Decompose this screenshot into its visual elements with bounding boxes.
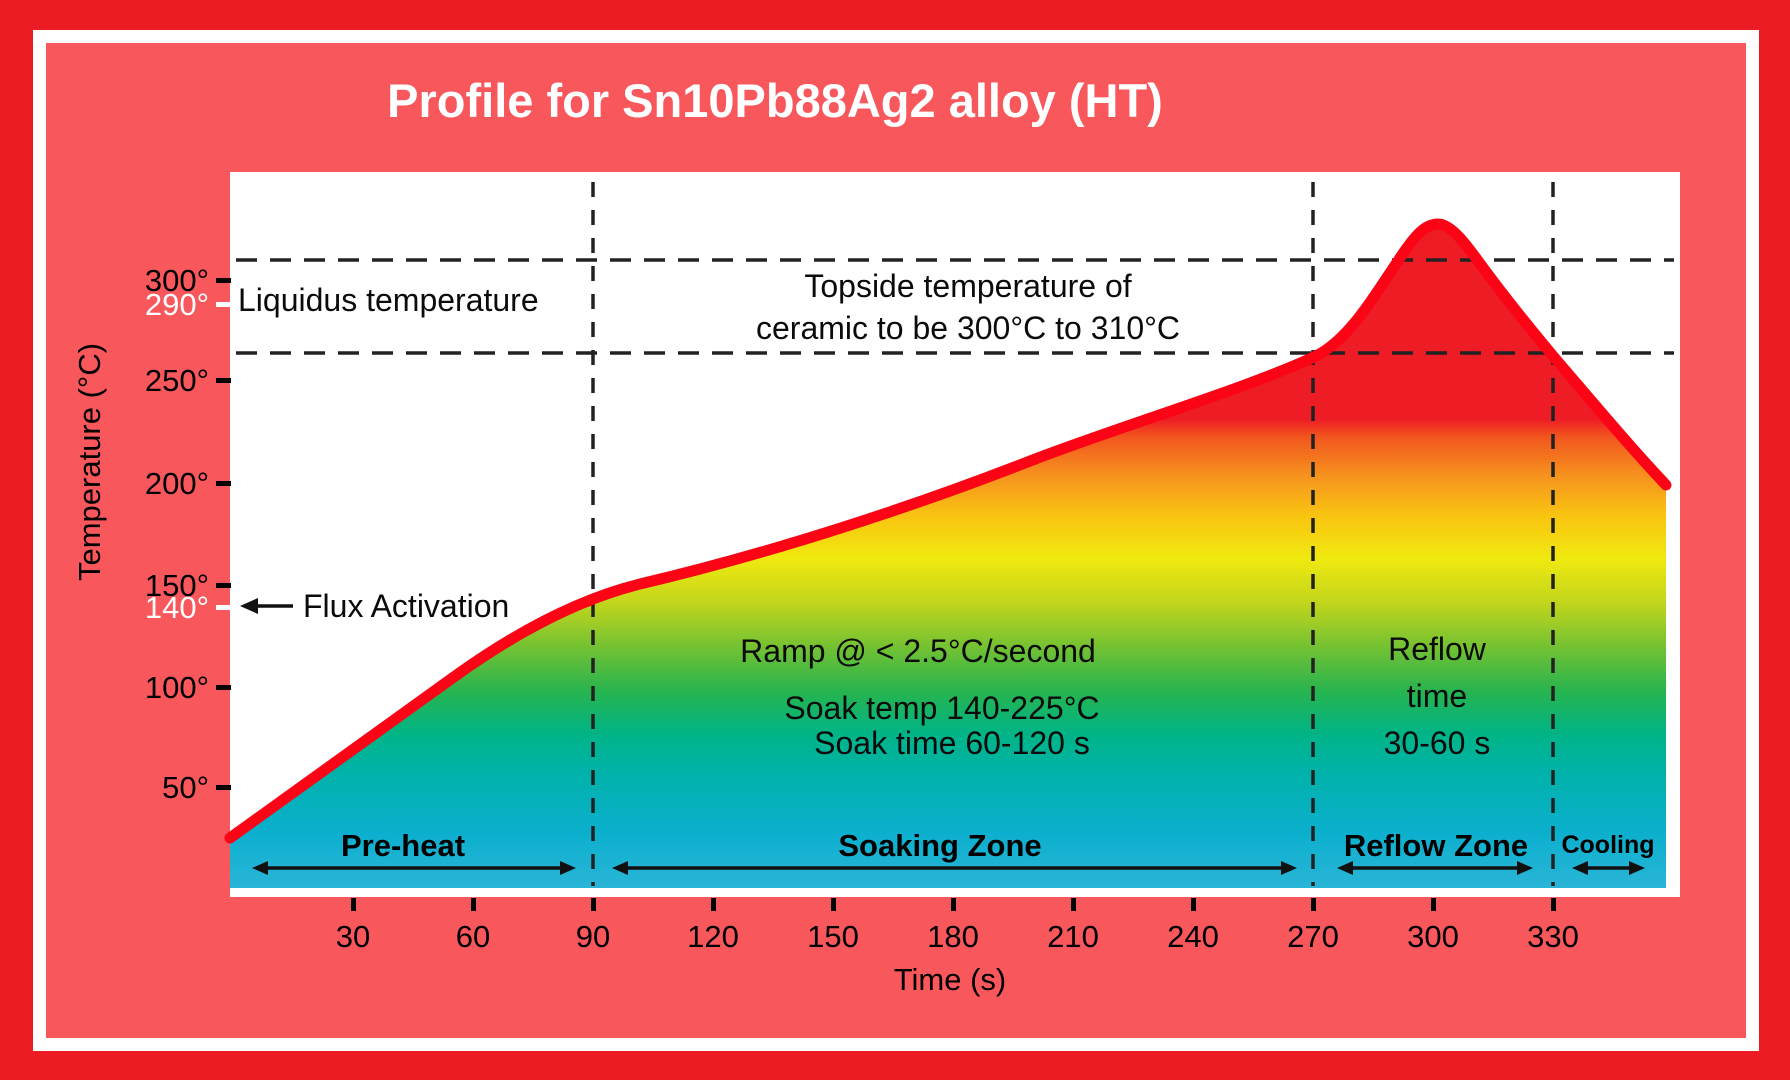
flux-activation-arrowhead-icon	[240, 598, 258, 614]
y-axis-tick-marks	[216, 278, 231, 790]
reflow-time-label-line2: time	[1407, 678, 1467, 714]
x-tick-label-330: 330	[1527, 919, 1579, 954]
chart-title: Profile for Sn10Pb88Ag2 alloy (HT)	[387, 74, 1163, 127]
x-tick-label-210: 210	[1047, 919, 1099, 954]
reflow-zone-label: Reflow Zone	[1344, 828, 1528, 863]
y-tick-mark-140	[216, 605, 231, 610]
cooling-zone-arrowhead-left-icon	[1572, 861, 1588, 875]
x-tick-mark-240	[1191, 898, 1196, 911]
liquidus-temperature-label: Liquidus temperature	[238, 282, 539, 318]
reflow-zone-arrow	[1337, 861, 1533, 875]
x-tick-mark-330	[1551, 898, 1556, 911]
y-axis-title: Temperature (°C)	[72, 343, 107, 581]
profile-curve-line	[224, 218, 1672, 844]
x-tick-mark-120	[711, 898, 716, 911]
x-axis-tick-marks	[351, 898, 1556, 911]
y-tick-mark-150	[216, 583, 231, 588]
x-tick-mark-300	[1431, 898, 1436, 911]
x-tick-label-120: 120	[687, 919, 739, 954]
reflow-time-label-line3: 30-60 s	[1384, 725, 1491, 761]
soaking-zone-arrow	[612, 861, 1297, 875]
x-tick-mark-30	[351, 898, 356, 911]
y-tick-label-140: 140°	[145, 590, 209, 625]
y-tick-mark-50	[216, 785, 231, 790]
soaking-zone-arrowhead-left-icon	[612, 861, 628, 875]
x-tick-mark-150	[831, 898, 836, 911]
x-tick-mark-180	[951, 898, 956, 911]
y-tick-label-150: 150°	[145, 568, 209, 603]
cooling-zone-label: Cooling	[1561, 831, 1654, 859]
x-tick-label-90: 90	[576, 919, 610, 954]
x-tick-label-60: 60	[456, 919, 490, 954]
y-tick-mark-200	[216, 481, 231, 486]
y-tick-label-100: 100°	[145, 670, 209, 705]
topside-temperature-label-line1: Topside temperature of	[804, 268, 1131, 304]
reflow-time-label-line1: Reflow	[1388, 631, 1487, 667]
y-tick-label-300: 300°	[145, 263, 209, 298]
x-axis-title: Time (s)	[894, 962, 1007, 997]
y-tick-mark-250	[216, 378, 231, 383]
x-tick-label-180: 180	[927, 919, 979, 954]
x-tick-label-30: 30	[336, 919, 370, 954]
flux-activation-label: Flux Activation	[303, 588, 509, 624]
x-tick-label-270: 270	[1287, 919, 1339, 954]
y-tick-mark-300	[216, 278, 231, 283]
soaking-zone-arrowhead-right-icon	[1281, 861, 1297, 875]
topside-temperature-label-line2: ceramic to be 300°C to 310°C	[756, 310, 1180, 346]
y-tick-label-200: 200°	[145, 466, 209, 501]
y-tick-label-290: 290°	[145, 287, 209, 322]
x-tick-mark-90	[591, 898, 596, 911]
y-tick-mark-100	[216, 685, 231, 690]
x-tick-mark-210	[1071, 898, 1076, 911]
profile-curve-fill	[230, 226, 1666, 888]
preheat-zone-label: Pre-heat	[341, 828, 465, 863]
y-tick-mark-290	[216, 302, 231, 307]
x-tick-mark-60	[471, 898, 476, 911]
reflow-zone-arrowhead-left-icon	[1337, 861, 1353, 875]
preheat-zone-arrowhead-left-icon	[252, 861, 268, 875]
cooling-zone-arrowhead-right-icon	[1629, 861, 1645, 875]
y-tick-label-250: 250°	[145, 363, 209, 398]
y-tick-label-50: 50°	[162, 770, 209, 805]
flux-activation-annotation: Flux Activation	[240, 588, 509, 624]
x-tick-mark-270	[1311, 898, 1316, 911]
cooling-zone-arrow	[1572, 861, 1645, 875]
y-axis-tick-labels: 300° 290° 250° 200° 150° 140° 100° 50°	[145, 263, 209, 805]
soaking-zone-label: Soaking Zone	[838, 828, 1041, 863]
soak-temp-label: Soak temp 140-225°C	[784, 690, 1099, 726]
x-axis-tick-labels: 30 60 90 120 150 180 210 240 270 300 330	[336, 919, 1579, 954]
x-tick-label-240: 240	[1167, 919, 1219, 954]
soak-time-label: Soak time 60-120 s	[814, 725, 1090, 761]
ramp-rate-label: Ramp @ < 2.5°C/second	[740, 633, 1096, 669]
preheat-zone-arrow	[252, 861, 576, 875]
x-tick-label-300: 300	[1407, 919, 1459, 954]
x-tick-label-150: 150	[807, 919, 859, 954]
preheat-zone-arrowhead-right-icon	[560, 861, 576, 875]
reflow-zone-arrowhead-right-icon	[1517, 861, 1533, 875]
